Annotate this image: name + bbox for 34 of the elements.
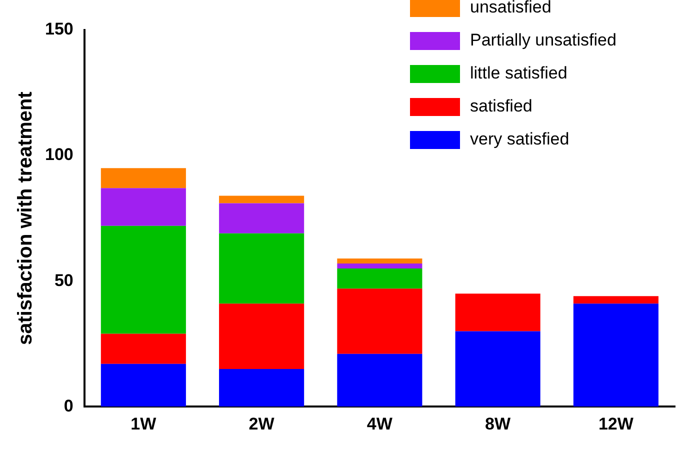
- y-tick-label: 100: [44, 145, 74, 164]
- y-axis-title: satisfaction with treatment: [14, 91, 37, 345]
- bar: [337, 354, 422, 407]
- legend-label: satisfied: [470, 96, 532, 116]
- bar: [337, 288, 422, 354]
- bar: [219, 196, 304, 204]
- legend-label: unsatisfied: [470, 0, 552, 17]
- bar: [573, 296, 658, 304]
- y-tick-label: 0: [64, 396, 74, 416]
- bar: [337, 263, 422, 269]
- bar: [219, 203, 304, 234]
- legend-label: Partially unsatisfied: [470, 30, 616, 50]
- bar: [573, 304, 658, 407]
- x-tick-label: 2W: [248, 414, 276, 434]
- bar: [455, 331, 540, 407]
- legend-label: very satisfied: [470, 130, 570, 149]
- bar: [337, 258, 422, 264]
- bar: [100, 334, 186, 364]
- bar: [100, 188, 186, 226]
- bar: [100, 226, 186, 334]
- y-tick-label: 150: [44, 20, 74, 39]
- bar: [100, 168, 186, 188]
- x-tick-label: 1W: [130, 414, 158, 434]
- bar: [455, 294, 540, 332]
- bar: [219, 304, 304, 369]
- bar: [219, 368, 304, 407]
- y-tick-label: 50: [54, 270, 74, 290]
- x-tick-label: 8W: [485, 414, 512, 434]
- bar: [219, 233, 304, 304]
- x-tick-label: 12W: [598, 414, 634, 434]
- bar: [100, 364, 186, 407]
- x-tick-label: 4W: [366, 414, 394, 434]
- bar: [337, 268, 422, 289]
- legend-label: little satisfied: [470, 64, 568, 83]
